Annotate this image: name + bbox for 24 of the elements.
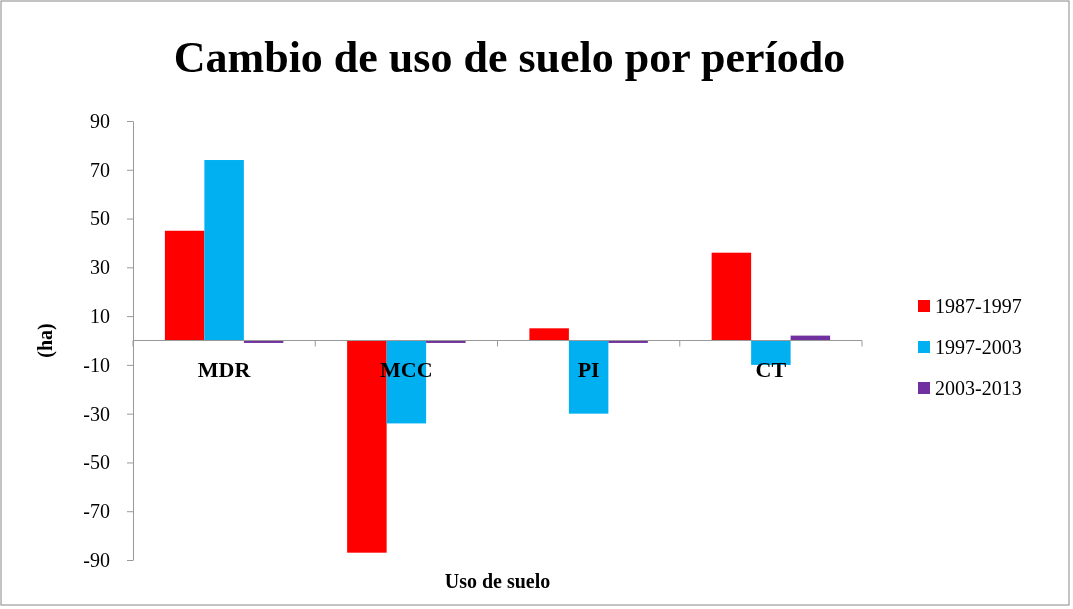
- legend-label: 2003-2013: [935, 377, 1022, 399]
- bar: [204, 160, 244, 341]
- y-tick-label: 70: [90, 158, 110, 181]
- legend-label: 1987-1997: [935, 295, 1022, 317]
- y-tick-label: 90: [90, 109, 110, 132]
- y-tick-label: -30: [83, 402, 110, 425]
- bar: [751, 340, 791, 365]
- bar: [711, 252, 752, 341]
- y-tick-label: -50: [83, 451, 110, 474]
- bar: [529, 328, 569, 341]
- y-tick-label: -90: [83, 548, 110, 571]
- legend-label: 1997-2003: [935, 336, 1022, 358]
- bar: [164, 230, 205, 341]
- y-tick-label: -70: [83, 500, 110, 523]
- chart-title: Cambio de uso de suelo por período: [173, 33, 846, 82]
- y-tick-label: 10: [90, 305, 110, 328]
- y-tick-label: 50: [90, 207, 110, 230]
- y-axis-title: (ha): [34, 323, 57, 358]
- x-tick-label: PI: [577, 356, 600, 382]
- bar: [568, 340, 609, 414]
- y-tick-label: -10: [83, 353, 110, 376]
- x-tick-label: MDR: [197, 356, 252, 382]
- x-axis-title: Uso de suelo: [444, 570, 551, 592]
- y-tick-label: 30: [90, 256, 110, 279]
